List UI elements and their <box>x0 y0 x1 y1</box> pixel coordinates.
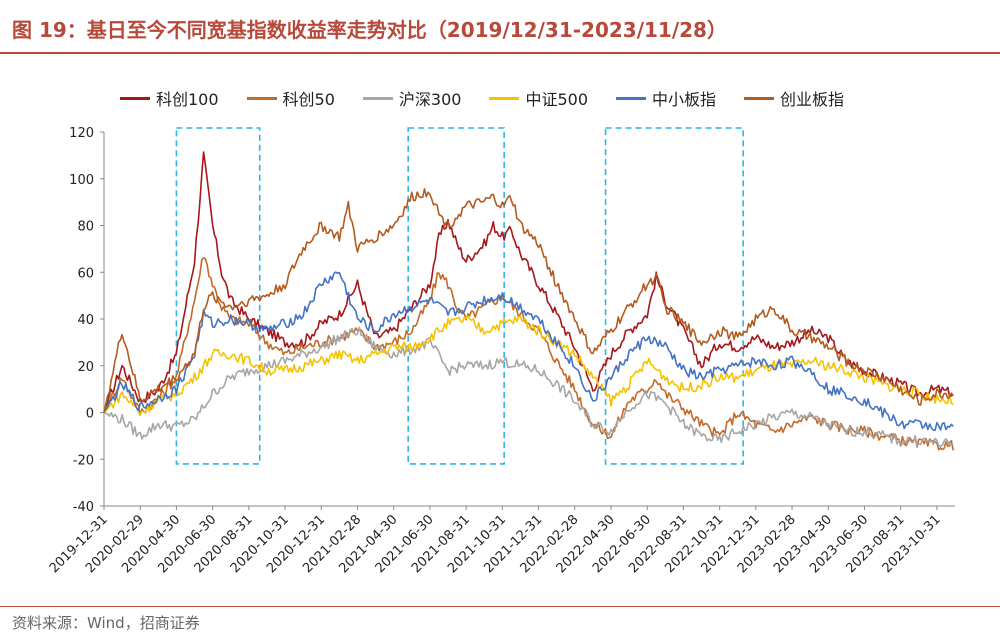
legend-item: 科创100 <box>120 86 219 110</box>
legend-label: 中证500 <box>525 90 589 109</box>
series-line <box>103 326 954 448</box>
legend-swatch <box>120 96 150 100</box>
y-tick-label: 80 <box>77 220 94 235</box>
chart-axes: 120100806040200-20-402019-12-312020-02-2… <box>47 126 955 576</box>
legend-item: 科创50 <box>246 86 335 110</box>
series-line <box>103 271 954 432</box>
chart-title: 图 19：基日至今不同宽基指数收益率走势对比（2019/12/31-2023/1… <box>12 18 727 42</box>
highlight-box <box>407 127 505 465</box>
y-tick-label: 100 <box>69 173 94 188</box>
legend-label: 科创50 <box>282 90 335 109</box>
legend-swatch <box>489 96 520 100</box>
title-divider <box>0 52 1000 54</box>
line-chart: 120100806040200-20-402019-12-312020-02-2… <box>47 126 955 576</box>
chart-legend: 科创100 科创50 沪深300 中证500 中小板指 创业板指 <box>120 86 844 110</box>
y-tick-label: -40 <box>73 500 94 515</box>
legend-item: 中小板指 <box>616 86 716 110</box>
highlight-box <box>604 127 744 465</box>
y-tick-label: 60 <box>77 266 94 281</box>
legend-label: 科创100 <box>156 90 219 109</box>
legend-label: 沪深300 <box>398 90 462 109</box>
source-note: 资料来源：Wind，招商证券 <box>12 614 200 632</box>
y-tick-label: 0 <box>86 407 94 422</box>
legend-swatch <box>362 96 393 100</box>
highlight-boxes <box>175 127 744 465</box>
legend-item: 中证500 <box>489 86 588 110</box>
source-divider <box>0 606 1000 607</box>
legend-label: 创业板指 <box>780 90 845 109</box>
y-tick-label: -20 <box>73 453 94 468</box>
chart-series <box>103 151 954 451</box>
legend-item: 沪深300 <box>362 86 462 110</box>
y-tick-label: 20 <box>77 360 94 375</box>
series-line <box>103 188 954 413</box>
y-tick-label: 40 <box>77 313 94 328</box>
legend-label: 中小板指 <box>652 90 717 109</box>
legend-swatch <box>246 96 277 100</box>
highlight-box <box>175 127 261 465</box>
legend-swatch <box>616 96 647 100</box>
legend-swatch <box>744 96 775 100</box>
series-line <box>103 315 954 415</box>
series-line <box>103 151 954 413</box>
legend-item: 创业板指 <box>744 86 844 110</box>
y-tick-label: 120 <box>69 126 94 141</box>
